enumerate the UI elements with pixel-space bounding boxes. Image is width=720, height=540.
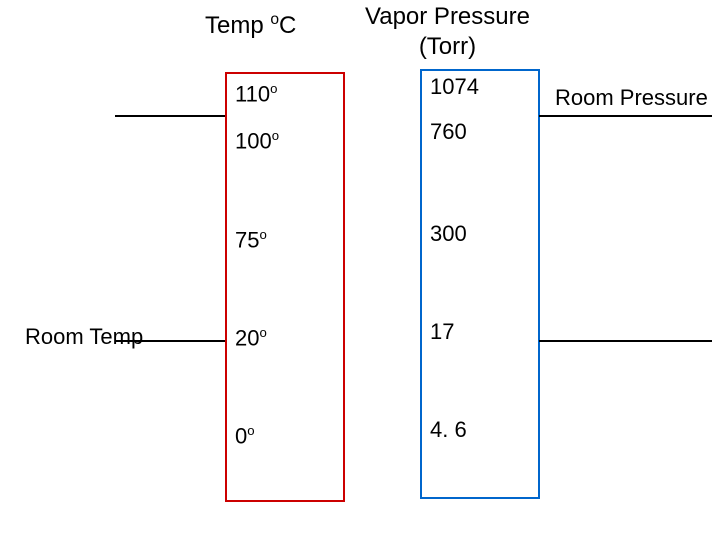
room-pressure-line-left bbox=[115, 115, 225, 117]
header-vapor-pressure: Vapor Pressure (Torr) bbox=[365, 2, 530, 62]
header-vp-line2: (Torr) bbox=[365, 32, 530, 62]
vp-value-0: 1074 bbox=[430, 74, 479, 100]
header-temp: Temp oC bbox=[205, 10, 296, 41]
room-pressure-label: Room Pressure bbox=[555, 85, 708, 111]
temp-value-3: 20o bbox=[235, 325, 267, 351]
temp-value-2: 75o bbox=[235, 227, 267, 253]
vp-value-2: 300 bbox=[430, 221, 467, 247]
vp-value-4: 4. 6 bbox=[430, 417, 467, 443]
vp-value-3: 17 bbox=[430, 319, 454, 345]
temp-value-1: 100o bbox=[235, 128, 279, 154]
header-temp-label: Temp bbox=[205, 12, 264, 39]
room-temp-line-right bbox=[539, 340, 712, 342]
diagram-stage: Temp oC Vapor Pressure (Torr) 110o 100o 75… bbox=[0, 0, 720, 540]
vp-value-1: 760 bbox=[430, 119, 467, 145]
room-temp-label: Room Temp bbox=[25, 324, 143, 350]
header-temp-unit: oC bbox=[270, 12, 296, 39]
temp-value-4: 0o bbox=[235, 423, 255, 449]
header-vp-line1: Vapor Pressure bbox=[365, 2, 530, 32]
room-pressure-line-right bbox=[539, 115, 712, 117]
temp-value-0: 110o bbox=[235, 81, 277, 107]
